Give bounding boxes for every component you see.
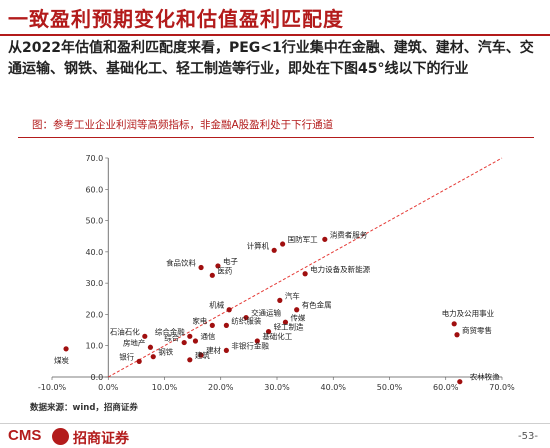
data-point [150, 354, 156, 360]
data-point [280, 241, 286, 247]
x-tick-label: -10.0% [38, 383, 67, 392]
intro-text: 从2022年估值和盈利匹配度来看，PEG<1行业集中在金融、建筑、建材、汽车、交… [8, 40, 534, 77]
point-label: 食品饮料 [166, 258, 196, 268]
data-point [198, 352, 204, 358]
x-tick-label: 20.0% [208, 383, 234, 392]
point-label: 消费者服务 [330, 229, 368, 239]
point-label: 建材 [206, 345, 221, 355]
data-point [277, 297, 283, 303]
point-label: 综合 [164, 333, 179, 343]
point-label: 农林牧渔 [470, 372, 500, 382]
data-point [198, 264, 204, 271]
data-point [302, 271, 308, 277]
point-label: 通信 [200, 331, 215, 341]
data-point [147, 344, 154, 350]
brand-name: 招商证券 [73, 431, 129, 447]
brand-badge-icon [52, 428, 69, 445]
data-point [254, 338, 260, 344]
data-point [322, 236, 328, 242]
point-label: 汽车 [285, 290, 300, 300]
point-label: 传媒 [290, 312, 305, 322]
page-title: 一致盈利预期变化和估值盈利匹配度 [8, 7, 344, 31]
data-point [209, 272, 215, 278]
point-label: 非银行金融 [231, 340, 269, 350]
y-tick-label: 40.0 [85, 248, 103, 257]
data-point [451, 321, 457, 327]
data-point [271, 247, 277, 253]
point-label: 纺织服装 [231, 315, 261, 325]
point-label: 商贸零售 [462, 325, 492, 335]
data-point [223, 347, 229, 354]
point-label: 综合金融 [155, 326, 185, 336]
x-tick-label: 0.0% [98, 383, 119, 392]
point-label: 电子 [223, 256, 238, 266]
data-point [457, 379, 463, 385]
data-point [142, 333, 148, 339]
point-label: 轻工制造 [274, 322, 304, 332]
reference-line-45 [108, 157, 503, 378]
data-point [265, 329, 272, 335]
point-label: 医药 [217, 265, 232, 275]
data-point [192, 338, 199, 344]
point-label: 电力设备及新能源 [310, 264, 370, 274]
y-tick-label: 10.0 [85, 342, 103, 351]
point-label: 计算机 [247, 240, 270, 250]
point-label: 机械 [209, 300, 224, 310]
y-tick-label: 20.0 [85, 310, 103, 319]
data-point [136, 358, 142, 364]
source-note: 数据来源：wind，招商证券 [30, 403, 138, 413]
brand-logo: CMS [8, 427, 42, 444]
point-label: 电力及公用事业 [442, 308, 495, 318]
point-label: 房地产 [123, 337, 146, 347]
data-point [226, 307, 232, 313]
x-tick-label: 60.0% [433, 383, 459, 392]
point-label: 交通运输 [251, 308, 281, 318]
y-tick-label: 70.0 [85, 154, 103, 163]
data-point [209, 322, 215, 328]
chart-caption: 图：参考工业企业利润等高频指标，非金融A股盈利处于下行通道 [32, 119, 334, 131]
x-tick-label: 70.0% [489, 383, 515, 392]
x-tick-label: 50.0% [377, 383, 403, 392]
point-label: 家电 [192, 315, 207, 325]
point-label: 有色金属 [302, 300, 332, 310]
x-tick-label: 30.0% [264, 383, 290, 392]
data-point [282, 319, 289, 325]
data-point [187, 333, 193, 339]
caption-divider [18, 137, 534, 138]
data-point [243, 314, 249, 321]
point-label: 银行 [119, 351, 134, 361]
y-tick-label: 60.0 [85, 185, 103, 194]
data-point [223, 322, 229, 328]
data-point [181, 339, 187, 346]
y-tick-label: 50.0 [85, 217, 103, 226]
data-point [187, 357, 193, 363]
title-divider [0, 34, 550, 36]
x-tick-label: 10.0% [152, 383, 178, 392]
point-label: 石油石化 [110, 326, 140, 336]
point-label: 煤炭 [54, 355, 69, 365]
page-number: -53- [518, 431, 538, 442]
footer-divider [0, 423, 550, 424]
y-tick-label: 30.0 [85, 279, 103, 288]
data-point [454, 332, 460, 338]
data-point [294, 307, 300, 313]
data-point [215, 263, 221, 269]
point-label: 建筑 [195, 350, 210, 360]
point-label: 钢铁 [158, 347, 173, 357]
data-point [63, 346, 69, 352]
point-label: 国防军工 [288, 234, 318, 244]
x-tick-label: 40.0% [321, 383, 347, 392]
point-label: 基础化工 [262, 331, 292, 341]
y-tick-label: 0.0 [91, 373, 104, 382]
